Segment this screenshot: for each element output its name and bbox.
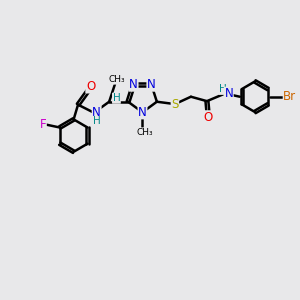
Text: Br: Br [283,90,296,103]
Text: H: H [93,116,101,127]
Text: F: F [40,118,46,131]
Text: S: S [171,98,178,111]
Text: N: N [224,87,233,100]
Text: O: O [86,80,95,93]
Text: N: N [92,106,101,118]
Text: N: N [147,78,156,91]
Text: CH₃: CH₃ [136,128,153,137]
Text: H: H [112,93,120,103]
Text: N: N [138,106,147,119]
Text: O: O [204,111,213,124]
Text: CH₃: CH₃ [108,75,125,84]
Text: H: H [219,84,227,94]
Text: N: N [129,78,138,91]
